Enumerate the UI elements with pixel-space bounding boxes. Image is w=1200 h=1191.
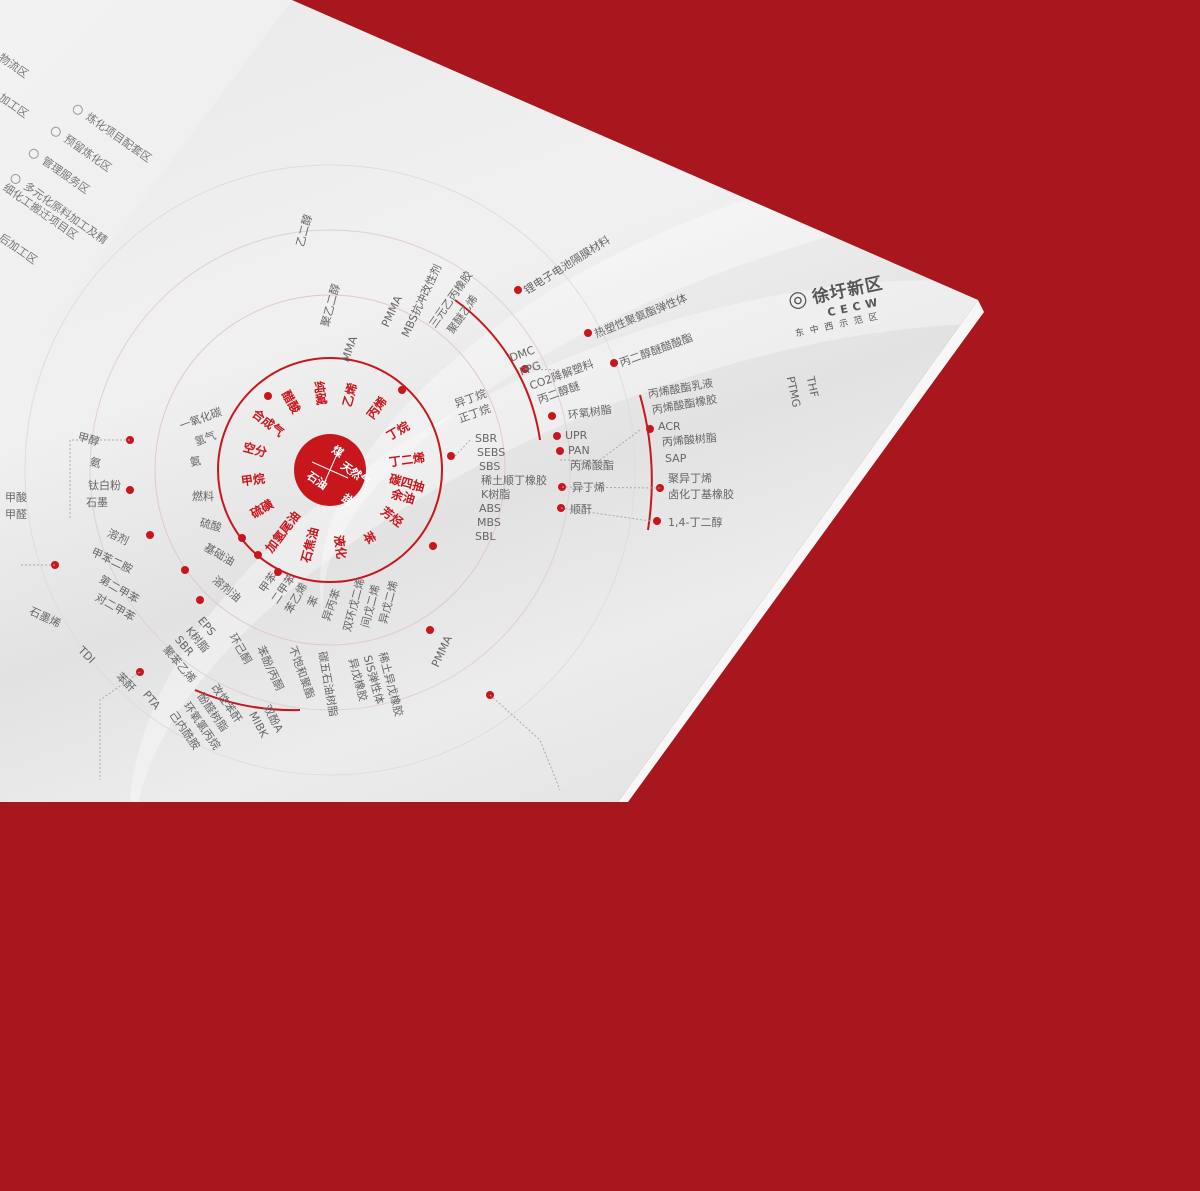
connector-lines <box>20 368 661 791</box>
product-label: ACR <box>658 420 681 433</box>
product-label: 丙烯酸酯 <box>570 459 614 472</box>
product-label: 顺酐 <box>570 503 592 516</box>
product-label: 燃料 <box>192 490 214 503</box>
red-ring <box>217 357 443 583</box>
product-label: PAN <box>568 444 590 457</box>
rubber-label: SBR <box>475 432 498 445</box>
rubber-label: K树脂 <box>481 488 511 501</box>
rubber-label: SBS <box>479 460 501 473</box>
rubber-label: MBS <box>477 516 501 529</box>
product-label: 甲醛 <box>5 508 27 521</box>
rubber-label: 稀土顺丁橡胶 <box>481 474 547 487</box>
arc-highlight <box>454 299 541 441</box>
product-label: SAP <box>665 452 687 465</box>
product-label: 聚异丁烯 <box>668 472 712 485</box>
product-label: 石墨 <box>86 496 108 509</box>
rubber-label: SBL <box>475 530 496 543</box>
product-label: 钛白粉 <box>88 479 121 492</box>
product-label: 卤化丁基橡胶 <box>668 488 734 501</box>
rubber-label: SEBS <box>477 446 506 459</box>
inner-label: 纯碱 <box>311 379 329 406</box>
arc-highlight <box>194 689 301 712</box>
ring-2 <box>154 294 506 646</box>
rubber-label: ABS <box>479 502 501 515</box>
arc-highlight <box>639 394 653 531</box>
product-label: 甲酸 <box>5 491 27 504</box>
product-label: 氨 <box>188 454 202 469</box>
product-label: 异丁烯 <box>572 481 605 494</box>
product-label: UPR <box>565 429 588 442</box>
flame-crest-logo-icon: ◎ <box>785 285 810 315</box>
product-chain-diagram <box>20 164 664 791</box>
ring-3 <box>89 229 571 711</box>
product-label: 1,4-丁二醇 <box>668 516 723 529</box>
outer-ring <box>24 164 636 776</box>
